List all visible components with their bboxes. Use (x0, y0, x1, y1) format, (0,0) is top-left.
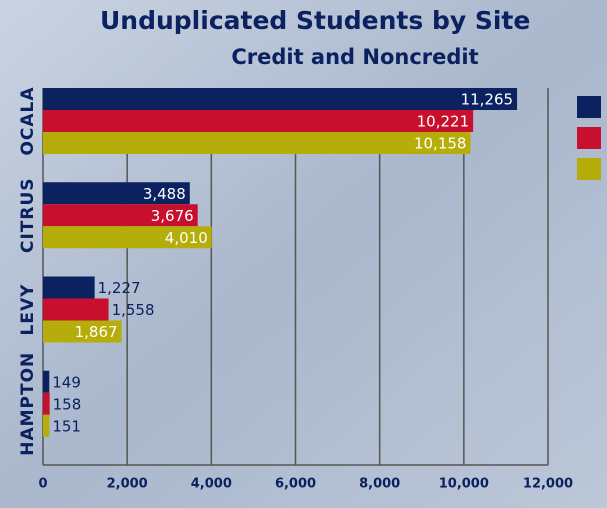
bar (43, 88, 518, 110)
value-label: 3,676 (151, 207, 194, 225)
value-label: 149 (52, 373, 81, 391)
x-tick-label: 4,000 (191, 477, 232, 492)
bar (43, 392, 50, 415)
value-label: 4,010 (165, 229, 208, 247)
value-label: 1,867 (75, 323, 118, 341)
bar (43, 298, 109, 321)
x-tick-label: 2,000 (107, 477, 148, 492)
bar (43, 320, 122, 343)
bar (43, 226, 212, 249)
bar (43, 182, 190, 205)
category-label: LEVY (18, 284, 38, 336)
chart-subtitle: Credit and Noncredit (231, 45, 478, 69)
value-label: 1,558 (112, 301, 155, 319)
category-label: HAMPTON (18, 352, 38, 456)
category-label: OCALA (18, 86, 38, 155)
x-tick-label: 0 (38, 477, 47, 492)
bar (43, 276, 95, 299)
legend-swatch (577, 127, 601, 149)
category-label: CITRUS (18, 177, 38, 253)
value-label: 3,488 (143, 185, 186, 203)
legend-swatch (577, 158, 601, 180)
value-label: 10,158 (414, 135, 467, 153)
chart-title: Unduplicated Students by Site (100, 6, 530, 35)
bar (43, 204, 198, 227)
legend-swatch (577, 96, 601, 118)
x-tick-label: 6,000 (275, 477, 316, 492)
value-label: 10,221 (417, 113, 470, 131)
value-label: 158 (53, 395, 82, 413)
x-tick-label: 12,000 (523, 477, 573, 492)
bar (43, 132, 471, 154)
bar (43, 110, 474, 132)
bar (43, 414, 50, 437)
x-tick-label: 8,000 (359, 477, 400, 492)
bar (43, 370, 50, 393)
value-label: 1,227 (98, 279, 141, 297)
value-label: 151 (52, 417, 81, 435)
value-label: 11,265 (461, 91, 514, 109)
x-tick-label: 10,000 (439, 477, 489, 492)
